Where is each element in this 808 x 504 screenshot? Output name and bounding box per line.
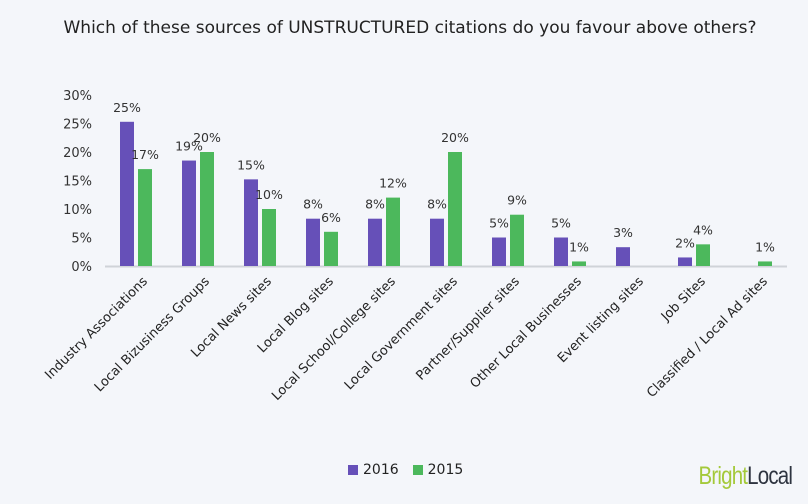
data-label: 8% — [427, 197, 447, 212]
bar-2016 — [616, 247, 630, 266]
bar-2016 — [678, 257, 692, 266]
bar-2015 — [386, 197, 400, 266]
legend-swatch — [412, 465, 423, 475]
data-label: 5% — [551, 216, 571, 231]
bar-2015 — [758, 261, 772, 266]
y-tick-label: 0% — [71, 260, 92, 275]
logo-text-bright: Bright — [698, 462, 748, 490]
y-tick-label: 10% — [63, 203, 92, 218]
bar-2015 — [448, 152, 462, 266]
y-tick-label: 5% — [71, 232, 92, 247]
data-label: 8% — [303, 197, 323, 212]
bar-2015 — [696, 244, 710, 266]
data-label: 25% — [113, 100, 141, 115]
data-label: 15% — [237, 157, 265, 172]
bar-2016 — [554, 237, 568, 266]
legend-item-2016: 2016 — [348, 462, 399, 478]
data-label: 2% — [675, 235, 695, 250]
y-tick-label: 30% — [63, 89, 92, 104]
data-label: 12% — [379, 176, 407, 191]
chart-title: Which of these sources of UNSTRUCTURED c… — [63, 18, 757, 38]
x-category-label: Industry Associations — [42, 274, 151, 383]
bar-2015 — [200, 152, 214, 266]
x-category-label: Other Local Businesses — [467, 274, 585, 392]
x-category-label: Local Government sites — [342, 274, 461, 393]
brightlocal-logo: BrightLocal — [698, 462, 792, 491]
data-label: 3% — [613, 225, 633, 240]
data-label: 1% — [569, 239, 589, 254]
data-label: 17% — [131, 147, 159, 162]
data-label: 5% — [489, 216, 509, 231]
data-label: 9% — [507, 193, 527, 208]
bar-2016 — [244, 179, 258, 266]
bar-2015 — [324, 231, 338, 266]
data-label: 10% — [255, 187, 283, 202]
bar-2015 — [262, 209, 276, 266]
x-category-label: Classified / Local Ad sites — [644, 274, 771, 401]
bar-2015 — [138, 169, 152, 266]
x-category-label: Job Sites — [658, 274, 709, 325]
legend-swatch — [348, 465, 358, 475]
bar-2016 — [492, 237, 506, 266]
data-label: 19% — [175, 139, 203, 154]
y-tick-label: 25% — [63, 118, 92, 133]
legend-label: 2015 — [427, 462, 464, 478]
data-label: 20% — [441, 130, 469, 145]
legend-item-2015: 2015 — [412, 462, 464, 478]
data-label: 8% — [365, 197, 385, 212]
data-label: 4% — [693, 222, 713, 237]
data-label: 1% — [755, 239, 775, 254]
bar-2015 — [572, 261, 586, 266]
bar-2016 — [430, 218, 444, 266]
y-tick-label: 20% — [63, 146, 92, 161]
logo-text-local: Local — [747, 462, 793, 490]
data-label: 20% — [193, 130, 221, 145]
x-category-label: Partner/Supplier sites — [414, 274, 523, 383]
bar-2015 — [510, 214, 524, 266]
bar-2016 — [368, 218, 382, 266]
bar-2016 — [306, 218, 320, 266]
legend: 2016 2015 — [348, 462, 463, 478]
legend-label: 2016 — [363, 462, 399, 478]
x-category-label: Local School/College sites — [269, 274, 399, 404]
data-label: 6% — [321, 210, 341, 225]
y-tick-label: 15% — [63, 175, 92, 190]
bar-2016 — [182, 160, 196, 266]
x-category-label: Local Bizusiness Groups — [92, 274, 213, 395]
bar-2016 — [120, 121, 134, 266]
